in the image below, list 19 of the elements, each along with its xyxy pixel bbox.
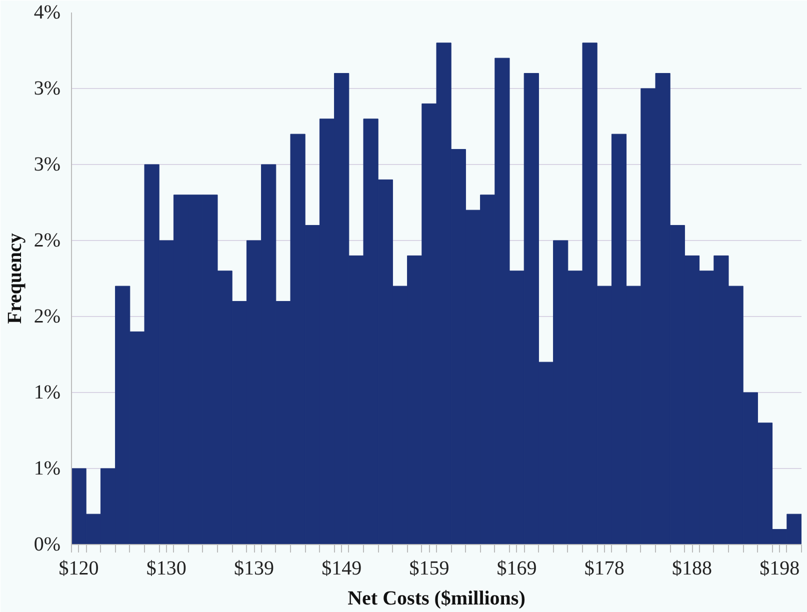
- x-tick-label: $159: [409, 558, 450, 580]
- x-tick-label: $198: [760, 558, 800, 580]
- y-axis-title: Frequency: [4, 233, 26, 324]
- y-tick-label: 2%: [34, 230, 61, 252]
- y-tick-label: 3%: [34, 154, 61, 176]
- x-axis-title: Net Costs ($millions): [348, 588, 526, 610]
- y-tick-label: 0%: [34, 534, 61, 556]
- x-tick-label: $130: [146, 558, 186, 580]
- y-tick-label: 1%: [34, 382, 61, 404]
- x-tick-label: $139: [234, 558, 274, 580]
- y-tick-label: 1%: [34, 458, 61, 480]
- y-tick-label: 4%: [34, 2, 61, 24]
- y-tick-label: 2%: [34, 306, 61, 328]
- x-tick-label: $188: [672, 558, 712, 580]
- x-tick-label: $169: [496, 558, 537, 580]
- y-tick-label: 3%: [34, 78, 61, 100]
- x-tick-label: $149: [322, 558, 362, 580]
- x-tick-label: $120: [58, 558, 99, 580]
- x-tick-label: $178: [584, 558, 624, 580]
